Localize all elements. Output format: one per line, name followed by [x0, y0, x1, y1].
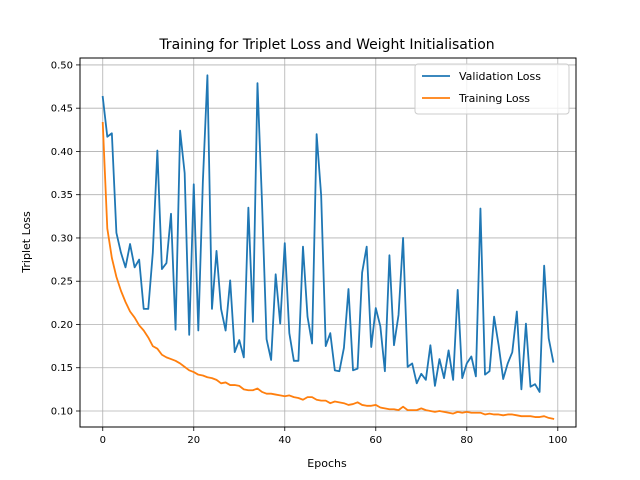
series-lines: [101, 74, 555, 420]
legend-label-validation-loss: Validation Loss: [459, 70, 541, 83]
x-tick-label: 100: [548, 435, 567, 446]
series-line-validation-loss: [101, 74, 555, 393]
y-tick-label: 0.20: [51, 320, 73, 331]
y-tick-label: 0.15: [51, 363, 73, 374]
y-tick-label: 0.50: [51, 60, 73, 71]
y-tick-label: 0.30: [51, 233, 73, 244]
y-axis-label: Triplet Loss: [20, 211, 33, 274]
chart-title: Training for Triplet Loss and Weight Ini…: [158, 37, 494, 53]
y-tick-label: 0.10: [51, 406, 73, 417]
x-axis-label: Epochs: [307, 457, 347, 470]
x-tick-label: 0: [100, 435, 106, 446]
y-axis-ticks: 0.10 0.15 0.20 0.25 0.30 0.35 0.40 0.45 0.50: [51, 60, 80, 417]
legend-label-training-loss: Training Loss: [458, 92, 530, 105]
y-tick-label: 0.40: [51, 147, 73, 158]
y-tick-label: 0.35: [51, 190, 73, 201]
x-tick-label: 80: [460, 435, 473, 446]
series-line-training-loss: [101, 121, 555, 420]
x-tick-label: 60: [369, 435, 382, 446]
y-tick-label: 0.25: [51, 277, 73, 288]
legend: Validation Loss Training Loss: [414, 63, 570, 115]
x-tick-label: 40: [278, 435, 291, 446]
x-tick-label: 20: [187, 435, 200, 446]
plot-frame: [79, 57, 577, 428]
legend-box: [414, 63, 570, 115]
grid: [80, 58, 576, 427]
y-tick-label: 0.45: [51, 104, 73, 115]
x-axis-ticks: 0 20 40 60 80 100: [100, 427, 567, 446]
